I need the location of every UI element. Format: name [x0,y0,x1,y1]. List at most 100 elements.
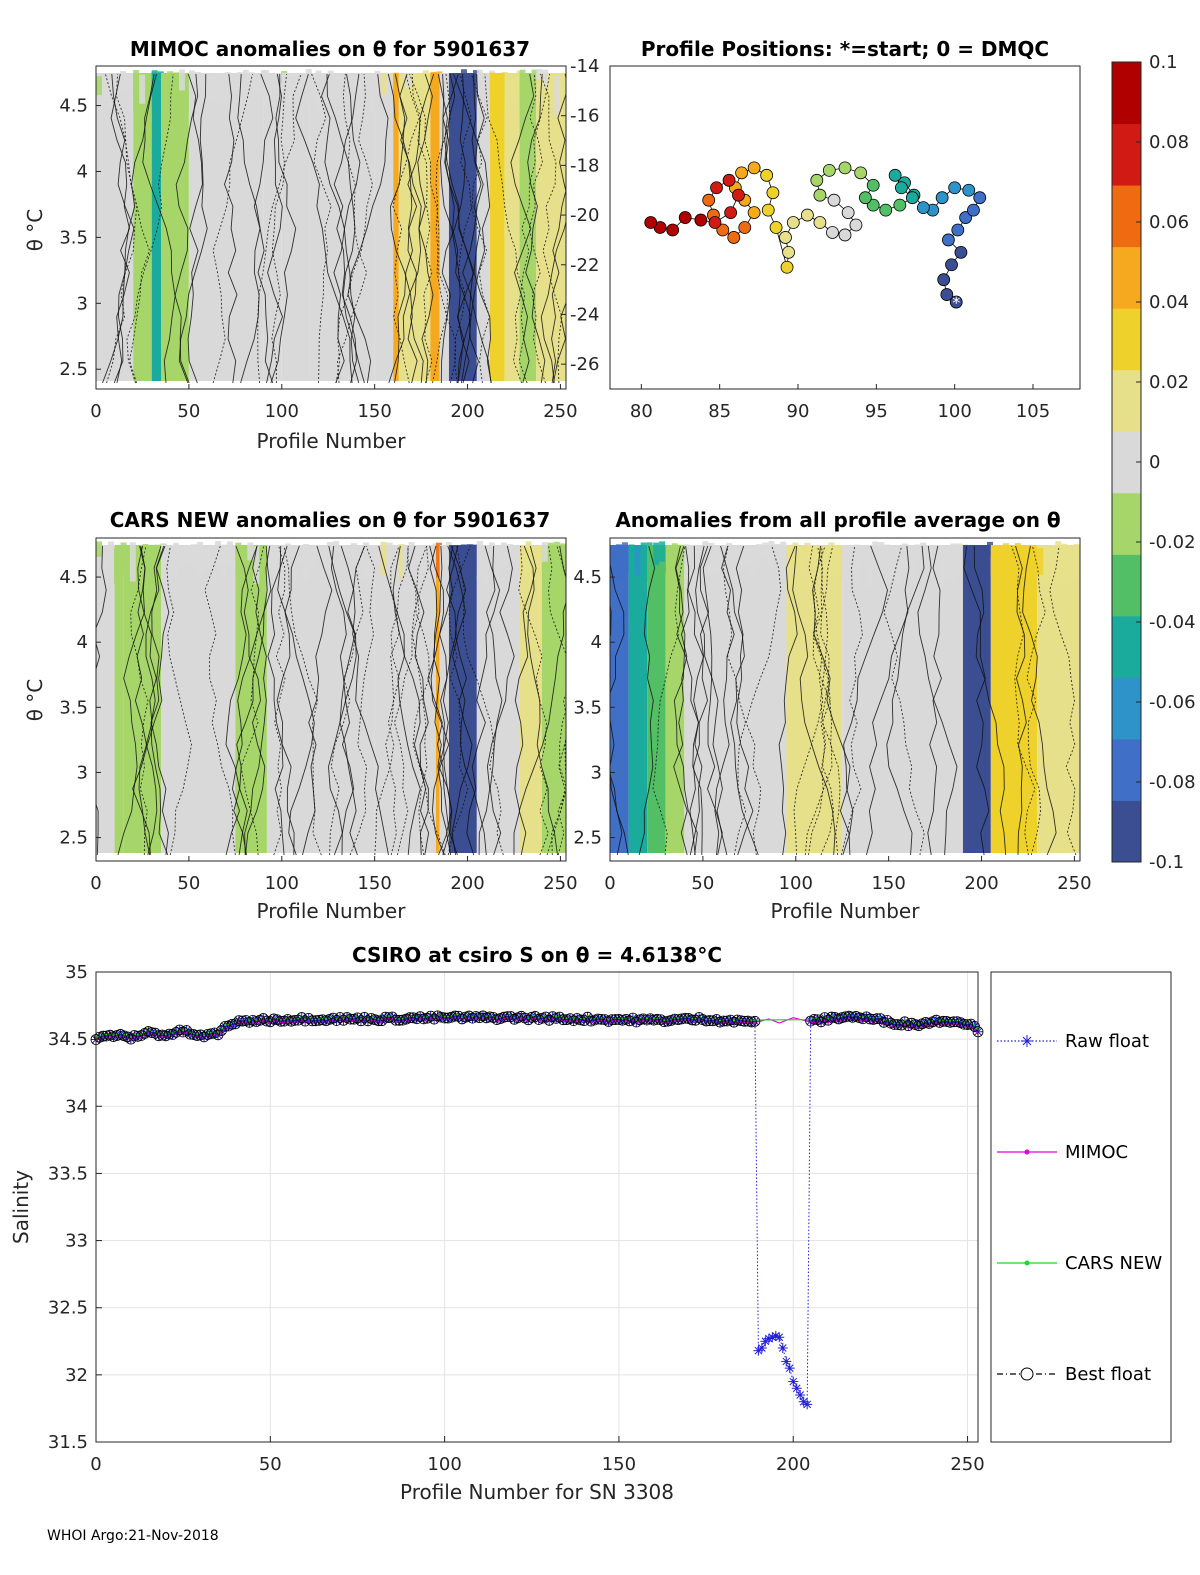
profile-point [866,178,880,192]
heatmap-cell [768,541,775,575]
heatmap-cell [560,74,566,102]
start-marker: * [952,293,960,312]
heatmap-cell [120,542,127,575]
contour-line [917,545,958,856]
best-float-marker [969,1020,980,1032]
heatmap-cell [126,74,132,87]
heatmap-cell [720,546,727,561]
heatmap-cell [374,70,381,94]
right-tick-label: -14 [570,56,599,77]
best-float-marker [379,1011,391,1023]
x-tick-label: 150 [602,1454,636,1475]
contour-line [552,301,566,384]
heatmap-cell [780,541,787,575]
profile-point [779,231,792,244]
heatmap-cell [454,76,461,107]
contour-line [142,73,190,384]
allprof-xlabel: Profile Number [771,899,921,923]
positions-panel: Profile Positions: *=start; 0 = DMQC * 8… [609,37,1081,422]
colorbar-segment [1112,554,1141,617]
y-tick-label: 4.5 [59,567,88,588]
heatmap-band [266,545,375,853]
heatmap-cell [167,545,174,582]
profile-point [766,186,780,200]
profile-point [761,203,775,217]
heatmap-cell [338,545,345,560]
heatmap-band [393,73,399,381]
heatmap-cell [430,71,437,105]
x-tick-label: 150 [357,401,391,422]
contour-line [225,545,272,856]
heatmap-cell [96,541,102,557]
contour-line [1026,545,1046,856]
best-float-marker [868,1013,879,1025]
y-tick-label: 3.5 [59,227,88,248]
contour-line [513,73,551,384]
contour-line [333,73,360,384]
heatmap-cell [482,546,489,585]
heatmap-cell [148,544,155,585]
y-tick-label: 3.5 [573,697,602,718]
heatmap-cell [1014,543,1021,579]
best-float-marker [428,1013,440,1025]
heatmap-cell [369,74,376,112]
contour-line [808,545,829,856]
best-float-marker [662,1015,674,1027]
best-float-marker [463,1010,475,1022]
contour-line [673,545,698,856]
x-tick-label: 0 [90,873,101,894]
heatmap-cell [221,544,228,577]
best-float-marker [146,1027,158,1039]
heatmap-cell [878,542,885,582]
cars-xlabel: Profile Number [257,899,407,923]
best-float-marker [676,1013,688,1025]
contour-line [387,73,418,384]
x-tick-label: 200 [776,1454,810,1475]
heatmap-band [430,73,440,381]
heatmap-cell [622,542,628,579]
best-float-marker [819,1012,831,1024]
legend-items: Raw float MIMOC CARS NEW Best float [997,1031,1162,1385]
best-float-marker [331,1015,342,1026]
best-float-marker [289,1014,301,1026]
heatmap-cell [525,73,532,98]
heatmap-cell [708,542,715,572]
contour-line [792,545,836,856]
profile-point [942,233,955,247]
heatmap-cell [332,541,339,556]
profile-point [948,181,962,195]
x-tick-label: 0 [604,873,615,894]
contour-line [817,545,834,856]
best-float-marker [292,1014,304,1026]
colorbar-segment [1112,677,1141,740]
best-float-marker [958,1018,970,1030]
positions-x-ticks: 80 85 90 95 100 105 [630,384,1050,422]
heatmap-cell [410,73,417,107]
contour-line [283,545,322,856]
heatmap-cell [822,547,829,576]
heatmap-cell [956,543,963,573]
contour-line [1049,545,1077,856]
best-float-marker [693,1012,705,1023]
heatmap-cell [296,547,303,564]
contour-line [333,73,361,384]
best-float-marker [376,1015,388,1027]
salinity-x-ticks: 0 50 100 150 200 250 [90,1436,985,1475]
heatmap-cell [1037,548,1044,576]
best-float-marker [623,1015,635,1027]
heatmap-cell [218,73,225,104]
heatmap-cell [416,72,423,89]
heatmap-cell [1032,545,1039,569]
heatmap-cell [333,75,340,107]
heatmap-cell [466,74,473,112]
y-tick-label: 4.5 [573,567,602,588]
best-float-marker [435,1011,447,1023]
heatmap-cell [315,70,322,110]
profile-point [849,218,863,232]
x-tick-label: 0 [90,401,101,422]
contour-line [442,73,479,384]
contour-line [735,545,754,856]
best-float-marker [327,1012,339,1024]
best-float-marker [153,1030,165,1042]
contour-line [723,545,747,856]
